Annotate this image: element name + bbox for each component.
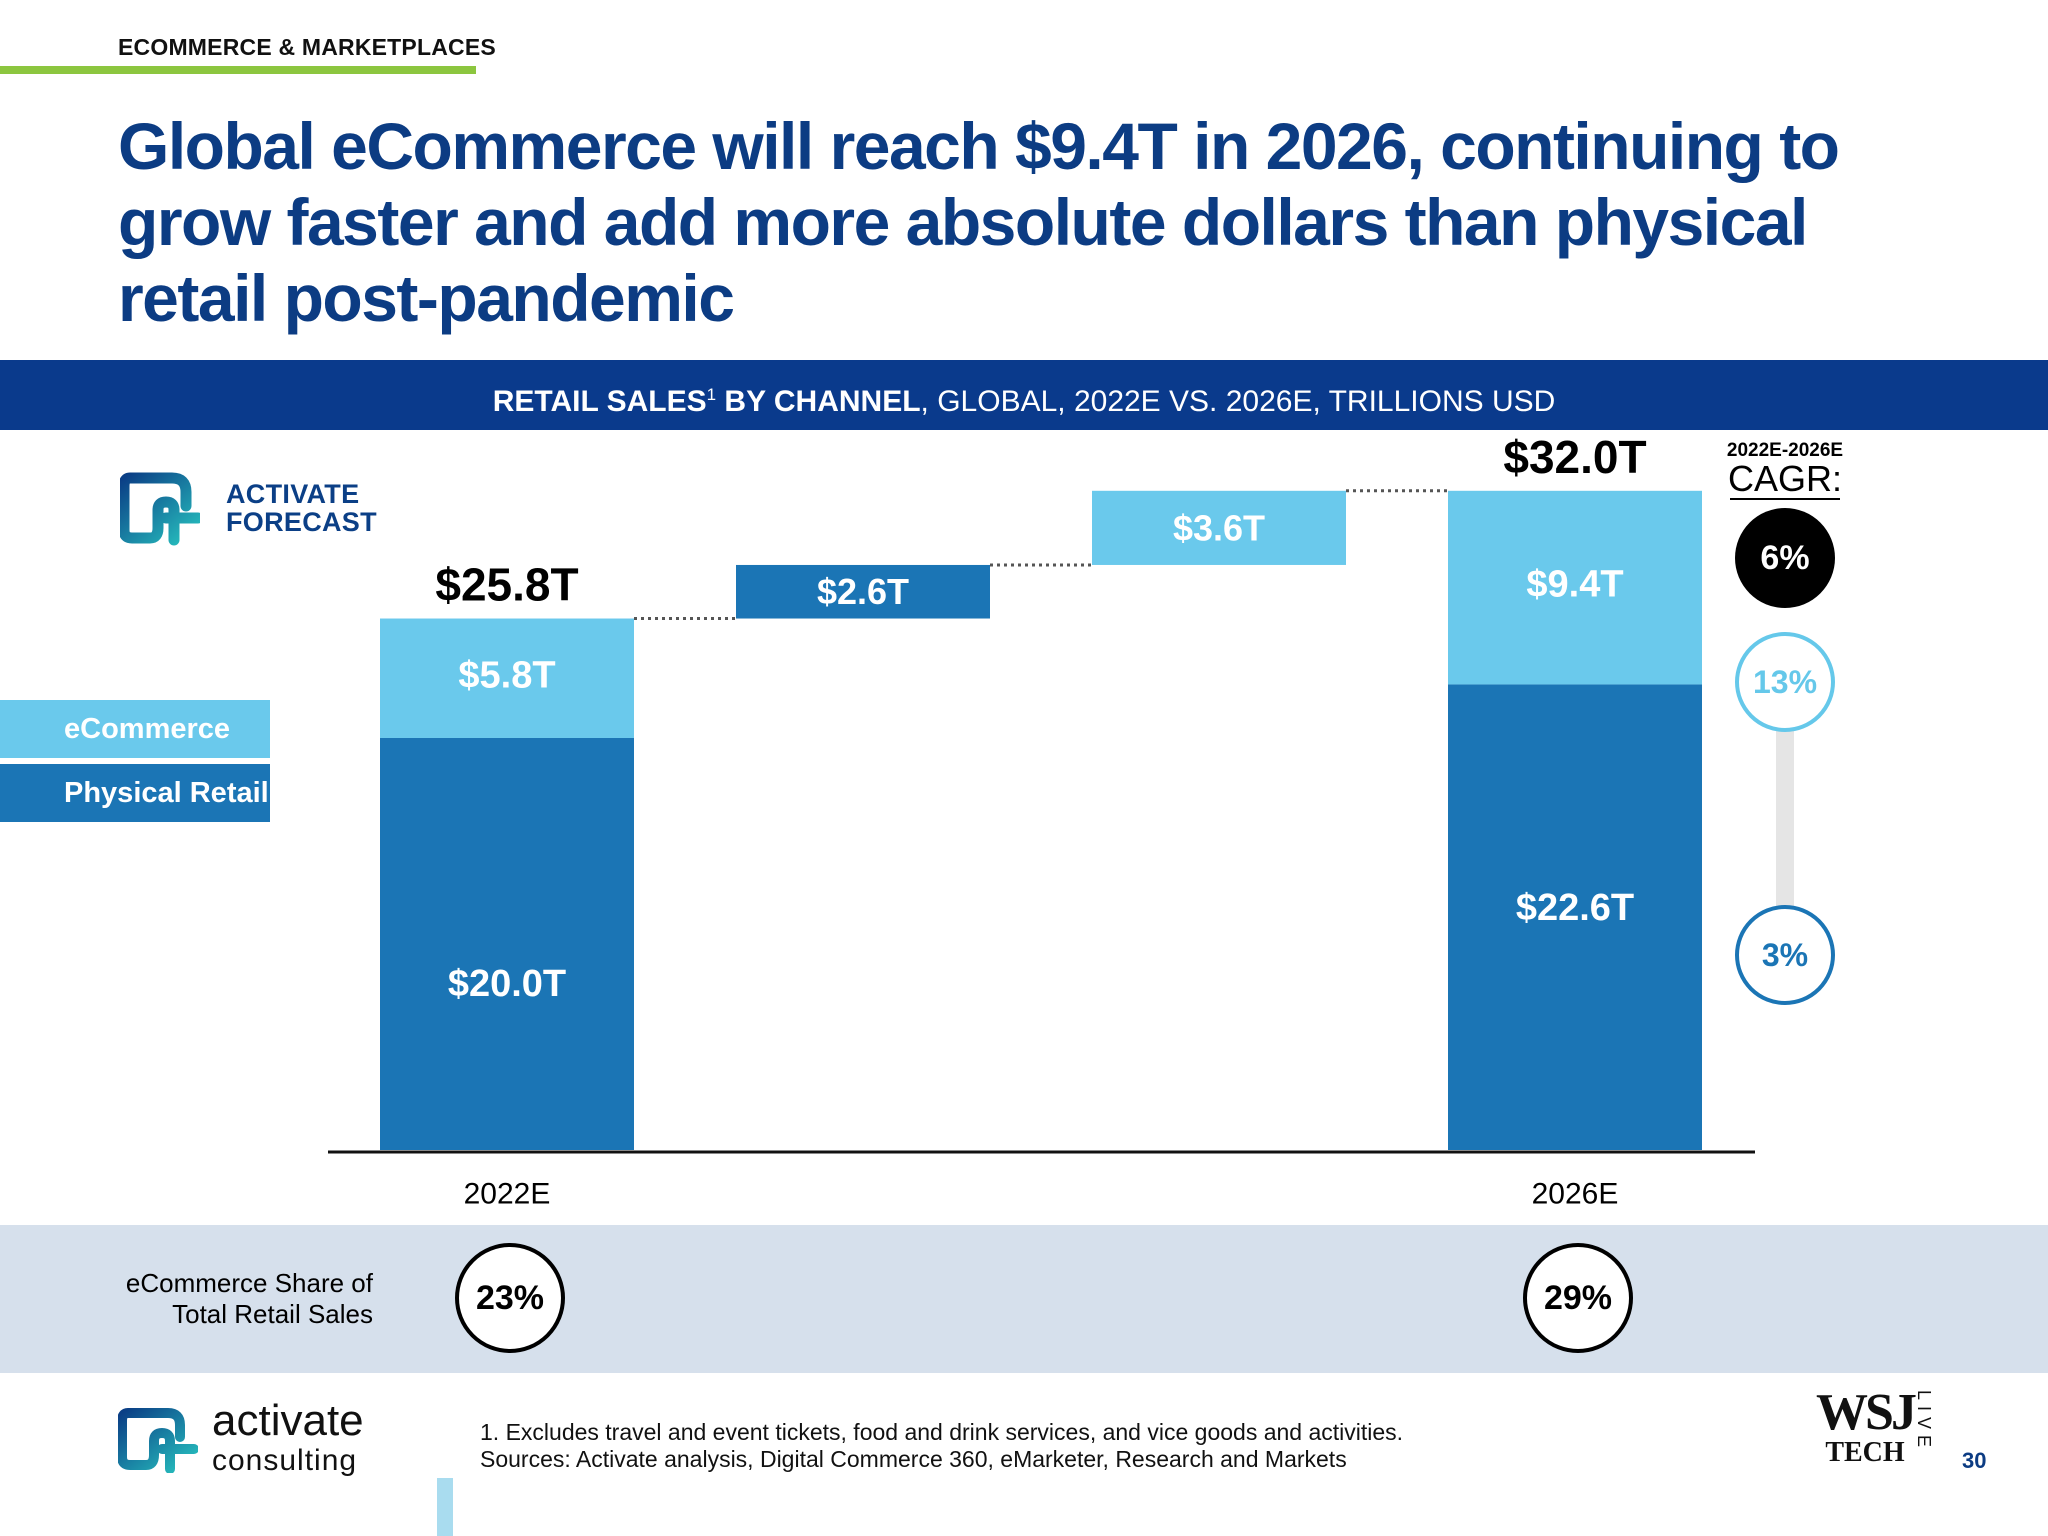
cagr-title-underline <box>1730 498 1840 500</box>
cagr-ecommerce-badge: 13% <box>1735 632 1835 732</box>
activate-forecast-line2: FORECAST <box>226 507 377 537</box>
x-tick-label-2026E: 2026E <box>1532 1178 1619 1211</box>
chart-title-banner: RETAIL SALES1 BY CHANNEL, GLOBAL, 2022E … <box>0 360 2048 430</box>
cagr-period: 2022E-2026E <box>1726 440 1844 461</box>
footnote: 1. Excludes travel and event tickets, fo… <box>480 1419 1403 1473</box>
share-label-line1: eCommerce Share of <box>125 1268 373 1298</box>
label-step-2: $3.6T <box>1173 507 1265 548</box>
waterfall-chart: $20.0T $5.8T $25.8T $22.6T $9.4T $32.0T $2.6T $… <box>328 431 1755 1211</box>
footer-brand-sub: consulting <box>212 1444 358 1477</box>
wsj-logo-text: WSJ <box>1816 1384 1917 1441</box>
x-tick-label-2022E: 2022E <box>464 1178 551 1211</box>
footer-brand: activate consulting <box>212 1398 364 1478</box>
label-physical-2022E: $20.0T <box>448 963 566 1005</box>
page-number: 30 <box>1962 1448 1987 1473</box>
chart-title-rest: , GLOBAL, 2022E VS. 2026E, TRILLIONS USD <box>920 385 1556 418</box>
activate-forecast-label: ACTIVATE FORECAST <box>226 480 377 536</box>
share-badge-2026: 29% <box>1523 1243 1633 1353</box>
label-ecommerce-2026E: $9.4T <box>1526 564 1623 606</box>
legend-ecommerce: eCommerce <box>0 700 270 758</box>
label-total-2026E: $32.0T <box>1503 431 1646 483</box>
chart-title-bold: RETAIL SALES <box>492 385 707 418</box>
wsj-live-text: LIVE <box>1914 1390 1934 1454</box>
footnote-sources: Sources: Activate analysis, Digital Comm… <box>480 1446 1347 1472</box>
wsj-tech-text: TECH <box>1825 1437 1905 1468</box>
footer-brand-name: activate <box>212 1396 364 1445</box>
section-label: ECOMMERCE & MARKETPLACES <box>118 34 496 60</box>
activate-forecast-logo-icon <box>120 472 200 546</box>
bar-step-2 <box>1092 490 1346 565</box>
cagr-physical-badge: 3% <box>1735 905 1835 1005</box>
share-label: eCommerce Share of Total Retail Sales <box>60 1268 373 1330</box>
footnote-line1: 1. Excludes travel and event tickets, fo… <box>480 1419 1404 1445</box>
cagr-connector <box>1776 720 1794 920</box>
label-ecommerce-2022E: $5.8T <box>458 654 555 696</box>
bar-ecommerce-2026E <box>1448 490 1702 685</box>
cagr-total-badge: 6% <box>1735 508 1835 608</box>
cagr-title: CAGR: <box>1727 458 1842 499</box>
section-rule <box>0 66 476 74</box>
page-title: Global eCommerce will reach $9.4T in 202… <box>118 109 1840 335</box>
share-band <box>0 1225 2048 1373</box>
activate-consulting-logo-icon <box>118 1408 198 1473</box>
label-total-2022E: $25.8T <box>435 559 578 611</box>
bar-step-1 <box>736 564 990 619</box>
label-step-1: $2.6T <box>817 571 909 612</box>
bar-ecommerce-2022E <box>380 618 634 738</box>
bar-physical-2026E <box>1448 684 1702 1150</box>
label-physical-2026E: $22.6T <box>1516 887 1634 929</box>
chart-title-bold-2: BY CHANNEL <box>716 385 921 418</box>
share-label-line2: Total Retail Sales <box>172 1299 373 1329</box>
share-badge-2022: 23% <box>455 1243 565 1353</box>
footnote-marker: 1 <box>706 385 717 404</box>
legend-physical-retail: Physical Retail <box>0 764 270 822</box>
wsj-tech-live-logo: WSJ TECH <box>1810 1384 1920 1468</box>
activate-forecast-line1: ACTIVATE <box>226 479 360 509</box>
footer-tab <box>437 1478 453 1536</box>
bar-physical-2022E <box>380 738 634 1150</box>
